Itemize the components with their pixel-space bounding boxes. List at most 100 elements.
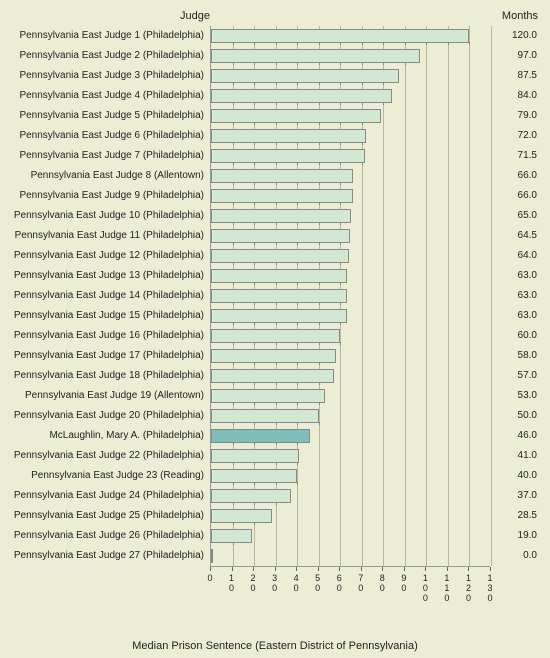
bar xyxy=(211,469,297,483)
x-tick xyxy=(232,567,233,571)
judge-label: Pennsylvania East Judge 22 (Philadelphia… xyxy=(12,446,210,466)
x-tick-label: 9 0 xyxy=(395,573,413,593)
x-tick xyxy=(468,567,469,571)
x-tick-label: 1 0 0 xyxy=(416,573,434,603)
months-value: 64.0 xyxy=(497,246,537,266)
months-value: 66.0 xyxy=(497,186,537,206)
bar-row xyxy=(211,126,491,146)
bar-row xyxy=(211,326,491,346)
bar-row xyxy=(211,226,491,246)
months-value: 120.0 xyxy=(497,26,537,46)
bar xyxy=(211,269,347,283)
months-value: 79.0 xyxy=(497,106,537,126)
x-tick-label: 1 2 0 xyxy=(459,573,477,603)
judge-label: Pennsylvania East Judge 2 (Philadelphia) xyxy=(12,46,210,66)
months-value: 72.0 xyxy=(497,126,537,146)
x-tick-label: 8 0 xyxy=(373,573,391,593)
bar xyxy=(211,149,365,163)
bar-row xyxy=(211,446,491,466)
judge-label: Pennsylvania East Judge 7 (Philadelphia) xyxy=(12,146,210,166)
bar xyxy=(211,289,347,303)
bar xyxy=(211,489,291,503)
x-tick-label: 4 0 xyxy=(287,573,305,593)
judge-label: Pennsylvania East Judge 8 (Allentown) xyxy=(12,166,210,186)
judge-label: Pennsylvania East Judge 11 (Philadelphia… xyxy=(12,226,210,246)
x-tick-label: 5 0 xyxy=(309,573,327,593)
judge-label: Pennsylvania East Judge 17 (Philadelphia… xyxy=(12,346,210,366)
bar-row xyxy=(211,406,491,426)
months-value: 64.5 xyxy=(497,226,537,246)
bar xyxy=(211,349,336,363)
bar-row xyxy=(211,186,491,206)
values-column: 120.097.087.584.079.072.071.566.066.065.… xyxy=(497,26,537,566)
judge-label: Pennsylvania East Judge 20 (Philadelphia… xyxy=(12,406,210,426)
judge-label: Pennsylvania East Judge 27 (Philadelphia… xyxy=(12,546,210,566)
bar xyxy=(211,429,310,443)
bar-row xyxy=(211,466,491,486)
x-tick xyxy=(425,567,426,571)
months-value: 50.0 xyxy=(497,406,537,426)
months-value: 46.0 xyxy=(497,426,537,446)
months-value: 97.0 xyxy=(497,46,537,66)
months-value: 84.0 xyxy=(497,86,537,106)
bar-row xyxy=(211,246,491,266)
bar xyxy=(211,369,334,383)
months-value: 41.0 xyxy=(497,446,537,466)
months-value: 0.0 xyxy=(497,546,537,566)
judge-label: Pennsylvania East Judge 5 (Philadelphia) xyxy=(12,106,210,126)
months-value: 71.5 xyxy=(497,146,537,166)
bar xyxy=(211,169,353,183)
bar xyxy=(211,509,272,523)
bar xyxy=(211,529,252,543)
x-tick-label: 7 0 xyxy=(352,573,370,593)
x-tick-label: 6 0 xyxy=(330,573,348,593)
bar-row xyxy=(211,66,491,86)
x-tick xyxy=(447,567,448,571)
judge-label: Pennsylvania East Judge 6 (Philadelphia) xyxy=(12,126,210,146)
bar xyxy=(211,189,353,203)
x-tick xyxy=(361,567,362,571)
bar xyxy=(211,29,469,43)
bar-row xyxy=(211,366,491,386)
bar xyxy=(211,229,350,243)
judge-label: Pennsylvania East Judge 25 (Philadelphia… xyxy=(12,506,210,526)
judge-label: Pennsylvania East Judge 19 (Allentown) xyxy=(12,386,210,406)
bar xyxy=(211,449,299,463)
bar-row xyxy=(211,506,491,526)
judge-label: Pennsylvania East Judge 1 (Philadelphia) xyxy=(12,26,210,46)
bar-row xyxy=(211,46,491,66)
bar xyxy=(211,69,399,83)
judge-label: Pennsylvania East Judge 15 (Philadelphia… xyxy=(12,306,210,326)
judge-label: Pennsylvania East Judge 16 (Philadelphia… xyxy=(12,326,210,346)
bar-row xyxy=(211,386,491,406)
months-value: 53.0 xyxy=(497,386,537,406)
gridline xyxy=(491,26,492,566)
x-tick xyxy=(382,567,383,571)
months-value: 57.0 xyxy=(497,366,537,386)
x-tick-label: 0 xyxy=(201,573,219,583)
judge-label: Pennsylvania East Judge 24 (Philadelphia… xyxy=(12,486,210,506)
bar xyxy=(211,549,213,563)
bar-row xyxy=(211,86,491,106)
chart-header: Judge Months xyxy=(12,10,538,22)
bar xyxy=(211,109,381,123)
months-value: 28.5 xyxy=(497,506,537,526)
x-tick-label: 1 3 0 xyxy=(481,573,499,603)
judge-label: Pennsylvania East Judge 12 (Philadelphia… xyxy=(12,246,210,266)
months-value: 63.0 xyxy=(497,286,537,306)
bar xyxy=(211,49,420,63)
bar-row xyxy=(211,426,491,446)
months-value: 87.5 xyxy=(497,66,537,86)
bar xyxy=(211,129,366,143)
bar-row xyxy=(211,206,491,226)
bar-row xyxy=(211,546,491,566)
y-labels-column: Pennsylvania East Judge 1 (Philadelphia)… xyxy=(12,26,210,566)
months-value: 66.0 xyxy=(497,166,537,186)
bar xyxy=(211,309,347,323)
bar xyxy=(211,209,351,223)
bar xyxy=(211,389,325,403)
bar-row xyxy=(211,286,491,306)
bar-row xyxy=(211,526,491,546)
bars-stack xyxy=(211,26,491,566)
months-value: 19.0 xyxy=(497,526,537,546)
